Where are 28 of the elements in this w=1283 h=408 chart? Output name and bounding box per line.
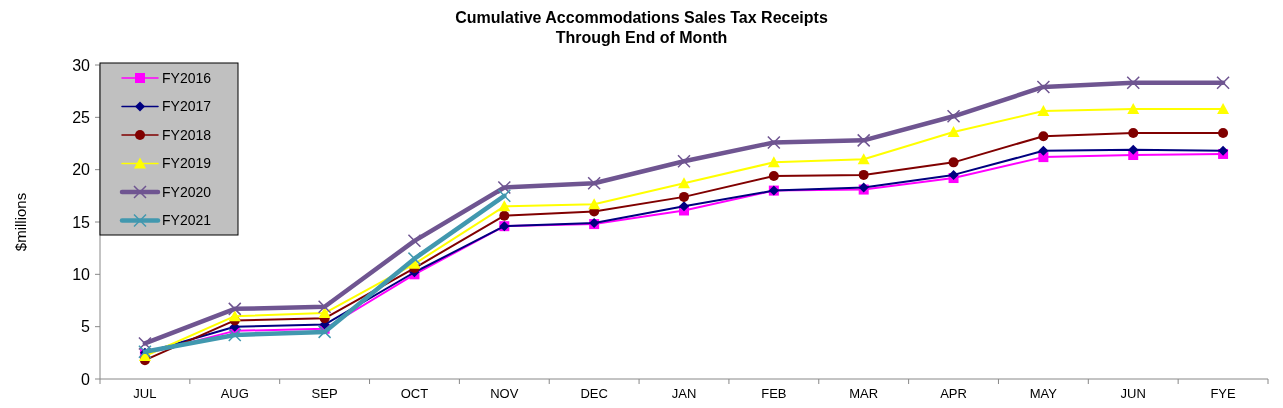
legend-label: FY2021 [162, 212, 212, 229]
legend-label: FY2017 [162, 98, 212, 115]
legend-label: FY2018 [162, 126, 212, 143]
x-tick-label: JUN [1120, 386, 1146, 401]
x-tick-label: SEP [311, 386, 338, 401]
legend-label: FY2016 [162, 69, 212, 86]
y-tick-label: 0 [81, 370, 91, 388]
x-tick-label: FEB [761, 386, 787, 401]
x-tick-label: OCT [400, 386, 429, 401]
y-tick-label: 10 [72, 265, 91, 283]
x-tick-label: NOV [490, 386, 519, 401]
x-tick-label: MAR [849, 386, 879, 401]
x-tick-label: JAN [671, 386, 697, 401]
y-tick-label: 30 [72, 56, 91, 74]
y-axis-title: $millions [12, 192, 29, 252]
legend-label: FY2020 [162, 183, 212, 200]
x-tick-label: AUG [220, 386, 249, 401]
x-tick-label: JUL [133, 386, 157, 401]
chart-title: Cumulative Accommodations Sales Tax Receipts Through End of Month [455, 9, 828, 46]
x-tick-label: MAY [1029, 386, 1058, 401]
y-tick-label: 5 [81, 318, 91, 336]
y-tick-label: 20 [72, 161, 91, 179]
legend-label: FY2019 [162, 155, 212, 172]
x-tick-label: FYE [1210, 386, 1237, 401]
x-tick-label: APR [940, 386, 967, 401]
y-tick-label: 25 [72, 108, 91, 126]
x-tick-label: DEC [580, 386, 608, 401]
y-tick-label: 15 [72, 213, 91, 231]
